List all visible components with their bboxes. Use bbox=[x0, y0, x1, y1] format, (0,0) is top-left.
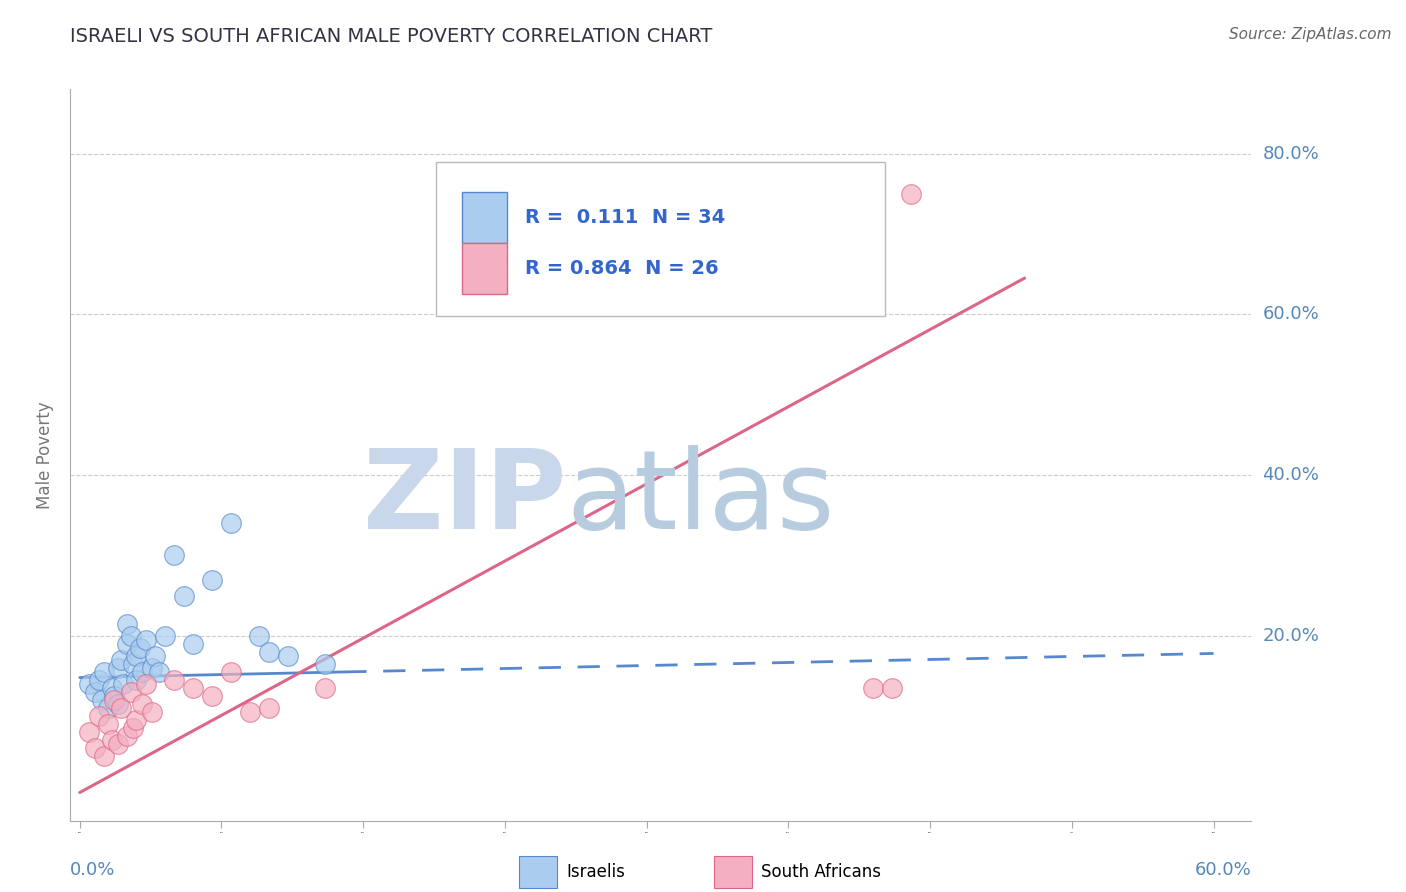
Point bbox=[91, 693, 114, 707]
Text: 0.0%: 0.0% bbox=[70, 861, 115, 879]
Text: Israelis: Israelis bbox=[567, 863, 626, 880]
Point bbox=[115, 729, 138, 743]
Text: R =  0.111  N = 34: R = 0.111 N = 34 bbox=[524, 208, 725, 227]
Point bbox=[141, 661, 163, 675]
Point bbox=[181, 681, 204, 695]
Point bbox=[121, 721, 143, 735]
Point bbox=[115, 616, 138, 631]
Point bbox=[314, 681, 336, 695]
Point bbox=[143, 648, 166, 663]
Point bbox=[125, 648, 148, 663]
Point bbox=[257, 645, 280, 659]
Point bbox=[125, 713, 148, 727]
Point bbox=[173, 589, 195, 603]
Text: 80.0%: 80.0% bbox=[1263, 145, 1319, 162]
Point bbox=[148, 665, 170, 679]
Point bbox=[121, 657, 143, 671]
Point bbox=[314, 657, 336, 671]
Point bbox=[93, 665, 115, 679]
Point bbox=[87, 673, 110, 687]
Point bbox=[239, 705, 262, 719]
Text: atlas: atlas bbox=[567, 445, 835, 552]
Point bbox=[201, 573, 224, 587]
Point bbox=[103, 693, 125, 707]
Point bbox=[277, 648, 299, 663]
Point bbox=[900, 186, 922, 201]
Point bbox=[862, 681, 884, 695]
Text: Source: ZipAtlas.com: Source: ZipAtlas.com bbox=[1229, 27, 1392, 42]
Text: ISRAELI VS SOUTH AFRICAN MALE POVERTY CORRELATION CHART: ISRAELI VS SOUTH AFRICAN MALE POVERTY CO… bbox=[70, 27, 713, 45]
Text: South Africans: South Africans bbox=[761, 863, 882, 880]
Point bbox=[247, 629, 270, 643]
Point bbox=[83, 741, 105, 756]
Point bbox=[110, 701, 132, 715]
Text: 20.0%: 20.0% bbox=[1263, 627, 1319, 645]
Point bbox=[77, 677, 100, 691]
Point bbox=[93, 749, 115, 764]
Point bbox=[83, 685, 105, 699]
Point bbox=[97, 701, 120, 715]
FancyBboxPatch shape bbox=[463, 192, 508, 243]
Point bbox=[181, 637, 204, 651]
Point bbox=[107, 661, 129, 675]
Text: 60.0%: 60.0% bbox=[1195, 861, 1251, 879]
Point bbox=[135, 632, 157, 647]
Point bbox=[163, 673, 186, 687]
Point bbox=[107, 697, 129, 711]
Point bbox=[103, 689, 125, 703]
Text: 40.0%: 40.0% bbox=[1263, 466, 1319, 484]
Text: R = 0.864  N = 26: R = 0.864 N = 26 bbox=[524, 259, 718, 278]
FancyBboxPatch shape bbox=[714, 855, 752, 888]
Point bbox=[97, 717, 120, 731]
Point bbox=[120, 685, 142, 699]
Text: 60.0%: 60.0% bbox=[1263, 305, 1319, 323]
Point bbox=[107, 737, 129, 751]
Point bbox=[101, 733, 124, 747]
Point bbox=[120, 629, 142, 643]
Point bbox=[219, 665, 242, 679]
FancyBboxPatch shape bbox=[436, 162, 886, 316]
Point bbox=[163, 549, 186, 563]
Y-axis label: Male Poverty: Male Poverty bbox=[37, 401, 55, 508]
Point bbox=[219, 516, 242, 531]
Point bbox=[131, 665, 153, 679]
Point bbox=[125, 673, 148, 687]
FancyBboxPatch shape bbox=[519, 855, 557, 888]
Point bbox=[77, 725, 100, 739]
Point bbox=[101, 681, 124, 695]
Point bbox=[129, 640, 152, 655]
Point bbox=[257, 701, 280, 715]
FancyBboxPatch shape bbox=[463, 243, 508, 294]
Point bbox=[110, 653, 132, 667]
Point bbox=[882, 681, 904, 695]
Text: ZIP: ZIP bbox=[363, 445, 567, 552]
Point bbox=[112, 677, 135, 691]
Point bbox=[153, 629, 176, 643]
Point bbox=[135, 677, 157, 691]
Point bbox=[131, 697, 153, 711]
Point bbox=[201, 689, 224, 703]
Point bbox=[87, 709, 110, 723]
Point bbox=[141, 705, 163, 719]
Point bbox=[115, 637, 138, 651]
